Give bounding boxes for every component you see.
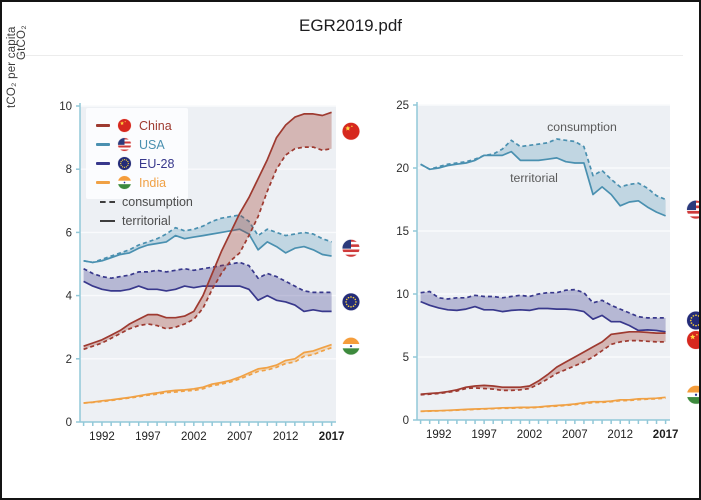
legend-style-label: consumption <box>122 194 193 209</box>
legend-item-label: USA <box>139 137 165 152</box>
series-eu28-territorial-line <box>420 300 666 333</box>
y-tick-label: 6 <box>66 227 72 239</box>
x-tick-label: 2007 <box>562 429 588 441</box>
y-tick-label: 2 <box>66 354 72 366</box>
legend-item-india: India <box>96 173 174 192</box>
series-india-territorial-line <box>83 343 332 404</box>
y-tick-label: 20 <box>396 163 409 175</box>
series-china-band <box>420 331 666 395</box>
flag-icon-eu <box>117 156 132 171</box>
flag-icon-eu <box>341 292 361 312</box>
series-usa-band <box>83 215 332 263</box>
series-usa-band <box>420 139 666 216</box>
series-usa-territorial-line <box>420 150 666 217</box>
annotation-territorial: territorial <box>510 171 558 185</box>
series-usa-consumption-line <box>83 214 332 264</box>
chart-total-canvas: 0 2 4 6 8 10 1992 1997 2002 2007 2012 2017 <box>59 101 361 443</box>
emissions-chart-per-capita: 0 5 10 15 20 25 1992 1997 2002 2007 2012 2017 consum… <box>362 87 699 459</box>
legend-item-eu28: EU-28 <box>96 154 174 173</box>
y-tick-label: 0 <box>66 417 72 429</box>
series-china-band <box>83 112 332 350</box>
x-tick-label: 2002 <box>517 429 543 441</box>
legend-line-swatch <box>96 124 110 127</box>
flag-icon-eu <box>686 310 699 331</box>
y-tick-label: 25 <box>396 100 409 112</box>
flag-icon-cn <box>117 118 132 133</box>
legend-line-swatch <box>96 181 110 184</box>
flag-icon-cn <box>341 121 361 141</box>
x-tick-label: 2012 <box>607 429 633 441</box>
x-tick-label: 2017 <box>653 429 679 441</box>
pdf-filename: EGR2019.pdf <box>298 16 402 35</box>
y-tick-label: 8 <box>66 164 72 176</box>
series-eu28-consumption-line <box>83 261 332 294</box>
x-tick-label: 2007 <box>227 431 253 443</box>
pdf-header: EGR2019.pdf <box>2 2 699 56</box>
series-china-territorial-line <box>83 111 332 348</box>
x-tick-label: 1992 <box>89 431 115 443</box>
legend-flag-cn <box>117 118 132 133</box>
series-india-consumption-line <box>83 346 332 404</box>
legend-style-consumption: consumption <box>100 192 193 211</box>
legend-item-china: China <box>96 116 174 135</box>
y-tick-label: 15 <box>396 226 409 238</box>
x-tick-label: 2012 <box>273 431 299 443</box>
header-divider <box>18 55 683 56</box>
flag-icon-us <box>117 137 132 152</box>
y-tick-label: 10 <box>396 289 409 301</box>
legend-style-territorial: territorial <box>100 211 193 230</box>
x-tick-label: 2017 <box>319 431 345 443</box>
y-tick-label: 10 <box>59 101 72 113</box>
flag-icon-cn <box>686 329 699 350</box>
series-usa-territorial-line <box>83 228 332 264</box>
x-tick-label: 2002 <box>181 431 207 443</box>
plot-background <box>417 105 670 420</box>
y-tick-label: 5 <box>403 352 409 364</box>
legend-flag-eu <box>117 156 132 171</box>
flag-icon-in <box>117 175 132 190</box>
legend-style-label: territorial <box>122 213 171 228</box>
chart-legend: China USA EU-28 India <box>86 108 189 199</box>
x-tick-label: 1992 <box>426 429 452 441</box>
legend-line-swatch <box>96 162 110 165</box>
x-tick-label: 1997 <box>471 429 497 441</box>
legend-item-usa: USA <box>96 135 174 154</box>
series-india-territorial-line <box>420 396 666 413</box>
y-tick-label: 0 <box>403 415 409 427</box>
chart-per-capita-canvas: 0 5 10 15 20 25 1992 1997 2002 2007 2012 2017 consum… <box>396 100 699 441</box>
y-tick-label: 4 <box>66 291 73 303</box>
legend-item-label: EU-28 <box>139 156 175 171</box>
flag-icon-us <box>341 238 361 258</box>
x-tick-label: 1997 <box>135 431 161 443</box>
emissions-chart-total: 0 2 4 6 8 10 1992 1997 2002 2007 2012 2017 China USA… <box>20 87 372 459</box>
solid-line-sample <box>100 219 115 222</box>
dashed-line-sample <box>100 200 115 203</box>
legend-flag-in <box>117 175 132 190</box>
legend-countries: China USA EU-28 India <box>86 108 189 199</box>
legend-flag-us <box>117 137 132 152</box>
flag-icon-in <box>341 336 361 356</box>
legend-item-label: China <box>139 118 172 133</box>
flag-icon-in <box>686 384 699 405</box>
series-china-territorial-line <box>420 330 666 396</box>
series-eu28-consumption-line <box>420 288 666 319</box>
legend-line-styles: consumption territorial <box>100 192 193 230</box>
y-axis-label-right: tCO₂ per capita <box>6 26 18 108</box>
annotation-consumption: consumption <box>547 120 617 134</box>
legend-item-label: India <box>139 175 167 190</box>
series-eu28-band <box>420 289 666 332</box>
legend-line-swatch <box>96 143 110 146</box>
series-china-consumption-line <box>83 146 332 351</box>
flag-icon-us <box>686 199 699 220</box>
series-usa-consumption-line <box>420 138 666 201</box>
